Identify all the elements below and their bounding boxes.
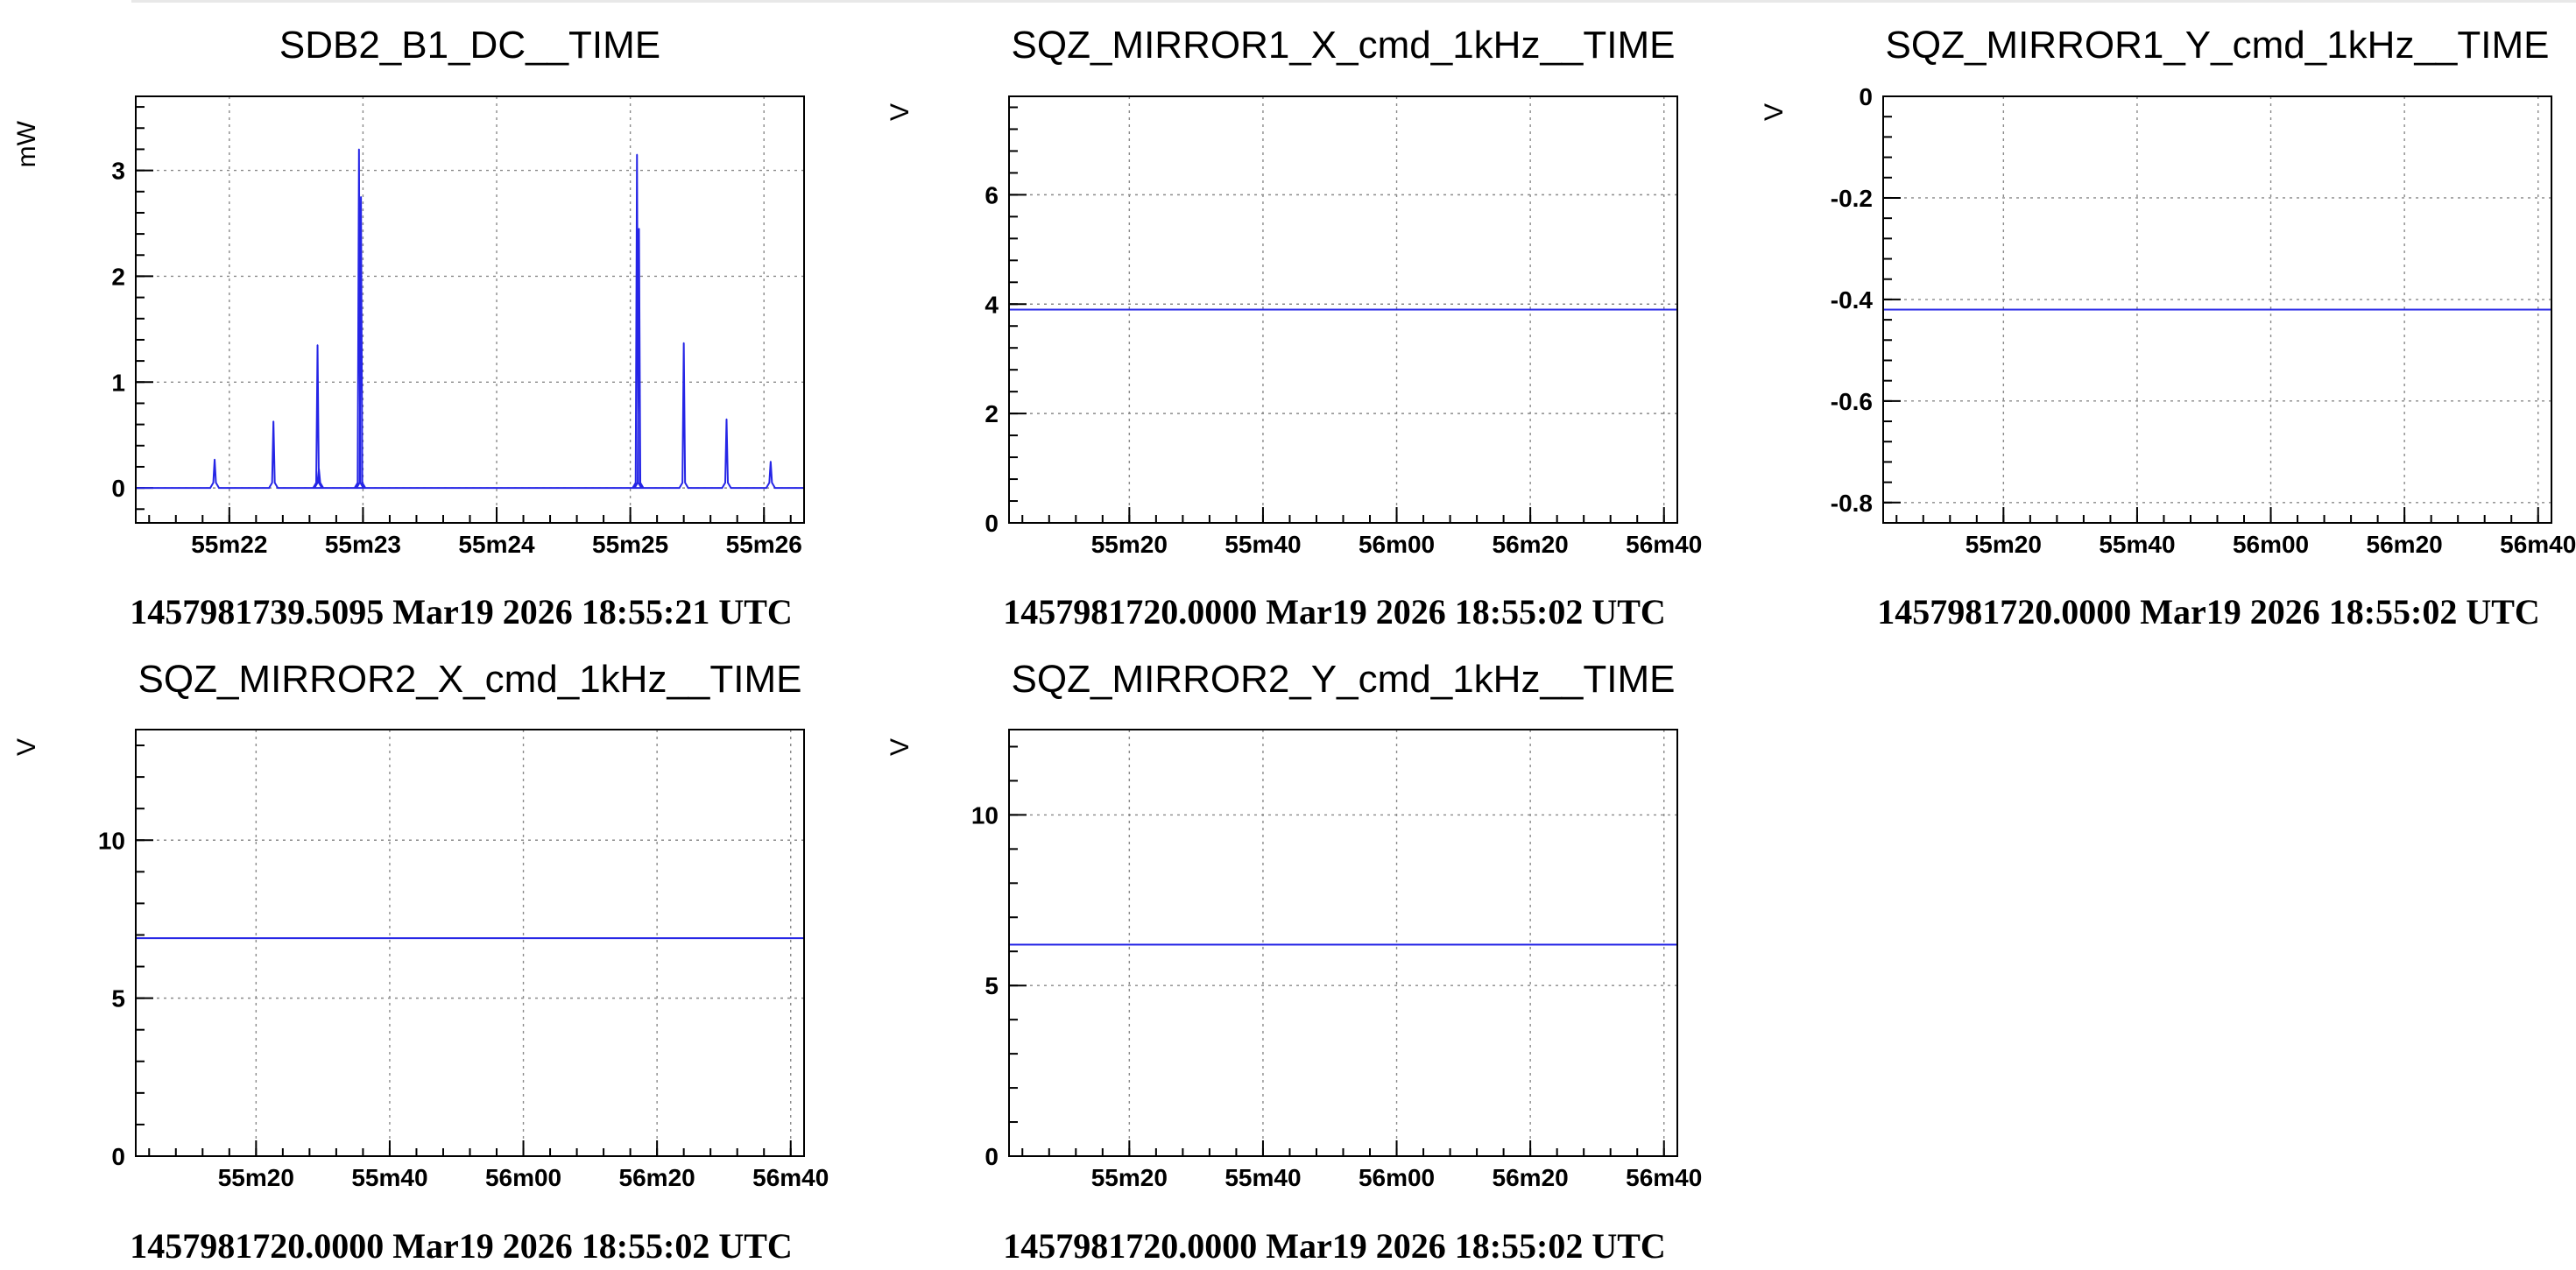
plot-3: SQZ_MIRROR1_Y_cmd_1kHz__TIME V 55m20 55m40 5… — [1760, 24, 2576, 631]
x-tick-label: 55m23 — [325, 531, 401, 558]
x-tick-label: 56m00 — [1359, 1164, 1435, 1191]
x-tick-label: 56m20 — [619, 1164, 695, 1191]
y-tick-label: -0.2 — [1831, 185, 1873, 212]
data-peak — [638, 228, 640, 229]
x-tick-label: 56m40 — [1626, 1164, 1702, 1191]
plot-frame — [1008, 729, 1678, 1157]
y-tick-label: 0 — [111, 1143, 125, 1170]
x-tick-label: 55m40 — [2099, 531, 2175, 558]
x-tick-label: 56m20 — [1493, 531, 1569, 558]
data-peak — [272, 420, 274, 422]
x-tick-label: 55m40 — [351, 1164, 427, 1191]
time-axis-label: 1457981720.0000 Mar19 2026 18:55:02 UTC — [1003, 592, 1666, 631]
data-peak — [214, 458, 215, 461]
x-tick-label: 55m26 — [726, 531, 802, 558]
x-tick-label: 56m20 — [2367, 531, 2443, 558]
x-tick-label: 56m00 — [2233, 531, 2309, 558]
data-peak — [358, 148, 360, 151]
y-tick-label: -0.4 — [1831, 286, 1874, 314]
time-axis-label: 1457981720.0000 Mar19 2026 18:55:02 UTC — [1003, 1226, 1666, 1266]
x-tick-label: 56m00 — [1359, 531, 1435, 558]
plot-title: SQZ_MIRROR2_Y_cmd_1kHz__TIME — [1012, 658, 1676, 701]
x-tick-label: 56m40 — [752, 1164, 829, 1191]
y-axis-label: V — [886, 103, 914, 121]
plot-title: SQZ_MIRROR1_X_cmd_1kHz__TIME — [1012, 24, 1676, 67]
y-axis-label: V — [12, 738, 41, 756]
y-tick-label: 0 — [985, 1143, 999, 1170]
x-tick-label: 55m20 — [1966, 531, 2042, 558]
y-axis-label: V — [1760, 103, 1789, 121]
plot-1: SDB2_B1_DC__TIME mW 55m22 55m23 55m24 55m25 55… — [12, 24, 805, 631]
y-tick-label: 2 — [985, 400, 999, 427]
time-axis-label: 1457981739.5095 Mar19 2026 18:55:21 UTC — [130, 592, 793, 631]
y-tick-label: 0 — [111, 475, 125, 502]
plot-title: SQZ_MIRROR1_Y_cmd_1kHz__TIME — [1886, 24, 2550, 67]
y-tick-label: 5 — [985, 972, 999, 999]
y-tick-label: 3 — [111, 158, 125, 185]
top-edge — [131, 0, 2576, 3]
data-peak — [318, 468, 320, 470]
x-tick-label: 55m20 — [218, 1164, 294, 1191]
x-tick-label: 56m40 — [2500, 531, 2576, 558]
plot-5: SQZ_MIRROR2_Y_cmd_1kHz__TIME V 55m20 55m40 5… — [886, 658, 1702, 1266]
y-axis-label: mW — [12, 120, 41, 167]
x-tick-label: 55m40 — [1224, 531, 1301, 558]
y-tick-label: -0.6 — [1831, 388, 1873, 415]
plot-title: SDB2_B1_DC__TIME — [279, 24, 660, 67]
data-peak — [316, 344, 319, 346]
data-line — [136, 149, 804, 490]
y-tick-label: 1 — [111, 369, 125, 396]
plot-title: SQZ_MIRROR2_X_cmd_1kHz__TIME — [138, 658, 802, 701]
data-peak — [725, 418, 728, 420]
y-tick-label: 0 — [985, 510, 999, 537]
x-tick-label: 56m00 — [485, 1164, 561, 1191]
data-peak — [770, 461, 772, 462]
y-tick-label: 10 — [98, 827, 125, 854]
data-peak — [682, 342, 685, 344]
y-tick-label: 5 — [111, 985, 125, 1012]
plot-frame — [1008, 95, 1678, 524]
x-tick-label: 55m25 — [592, 531, 668, 558]
x-tick-label: 55m24 — [458, 531, 535, 558]
y-tick-label: -0.8 — [1831, 490, 1873, 517]
x-tick-label: 56m40 — [1626, 531, 1702, 558]
plot-frame — [135, 729, 805, 1157]
plot-frame — [135, 95, 805, 524]
x-tick-label: 55m20 — [1091, 531, 1168, 558]
x-tick-label: 55m20 — [1091, 1164, 1168, 1191]
y-tick-label: 10 — [971, 801, 999, 829]
plot-2: SQZ_MIRROR1_X_cmd_1kHz__TIME V 55m20 55m40 5… — [886, 24, 1702, 631]
y-tick-label: 6 — [985, 181, 999, 208]
y-tick-label: 2 — [111, 263, 125, 290]
plot-frame — [1882, 95, 2552, 524]
time-axis-label: 1457981720.0000 Mar19 2026 18:55:02 UTC — [1877, 592, 2540, 631]
y-tick-label: 0 — [1859, 83, 1873, 110]
data-peak — [360, 196, 362, 198]
time-axis-label: 1457981720.0000 Mar19 2026 18:55:02 UTC — [130, 1226, 793, 1266]
y-tick-label: 4 — [985, 291, 999, 318]
plot-4: SQZ_MIRROR2_X_cmd_1kHz__TIME V 55m20 55m40 5… — [12, 658, 829, 1266]
x-tick-label: 55m40 — [1224, 1164, 1301, 1191]
x-tick-label: 55m22 — [191, 531, 267, 558]
x-tick-label: 56m20 — [1493, 1164, 1569, 1191]
y-axis-label: V — [886, 738, 914, 756]
data-peak — [636, 153, 639, 156]
